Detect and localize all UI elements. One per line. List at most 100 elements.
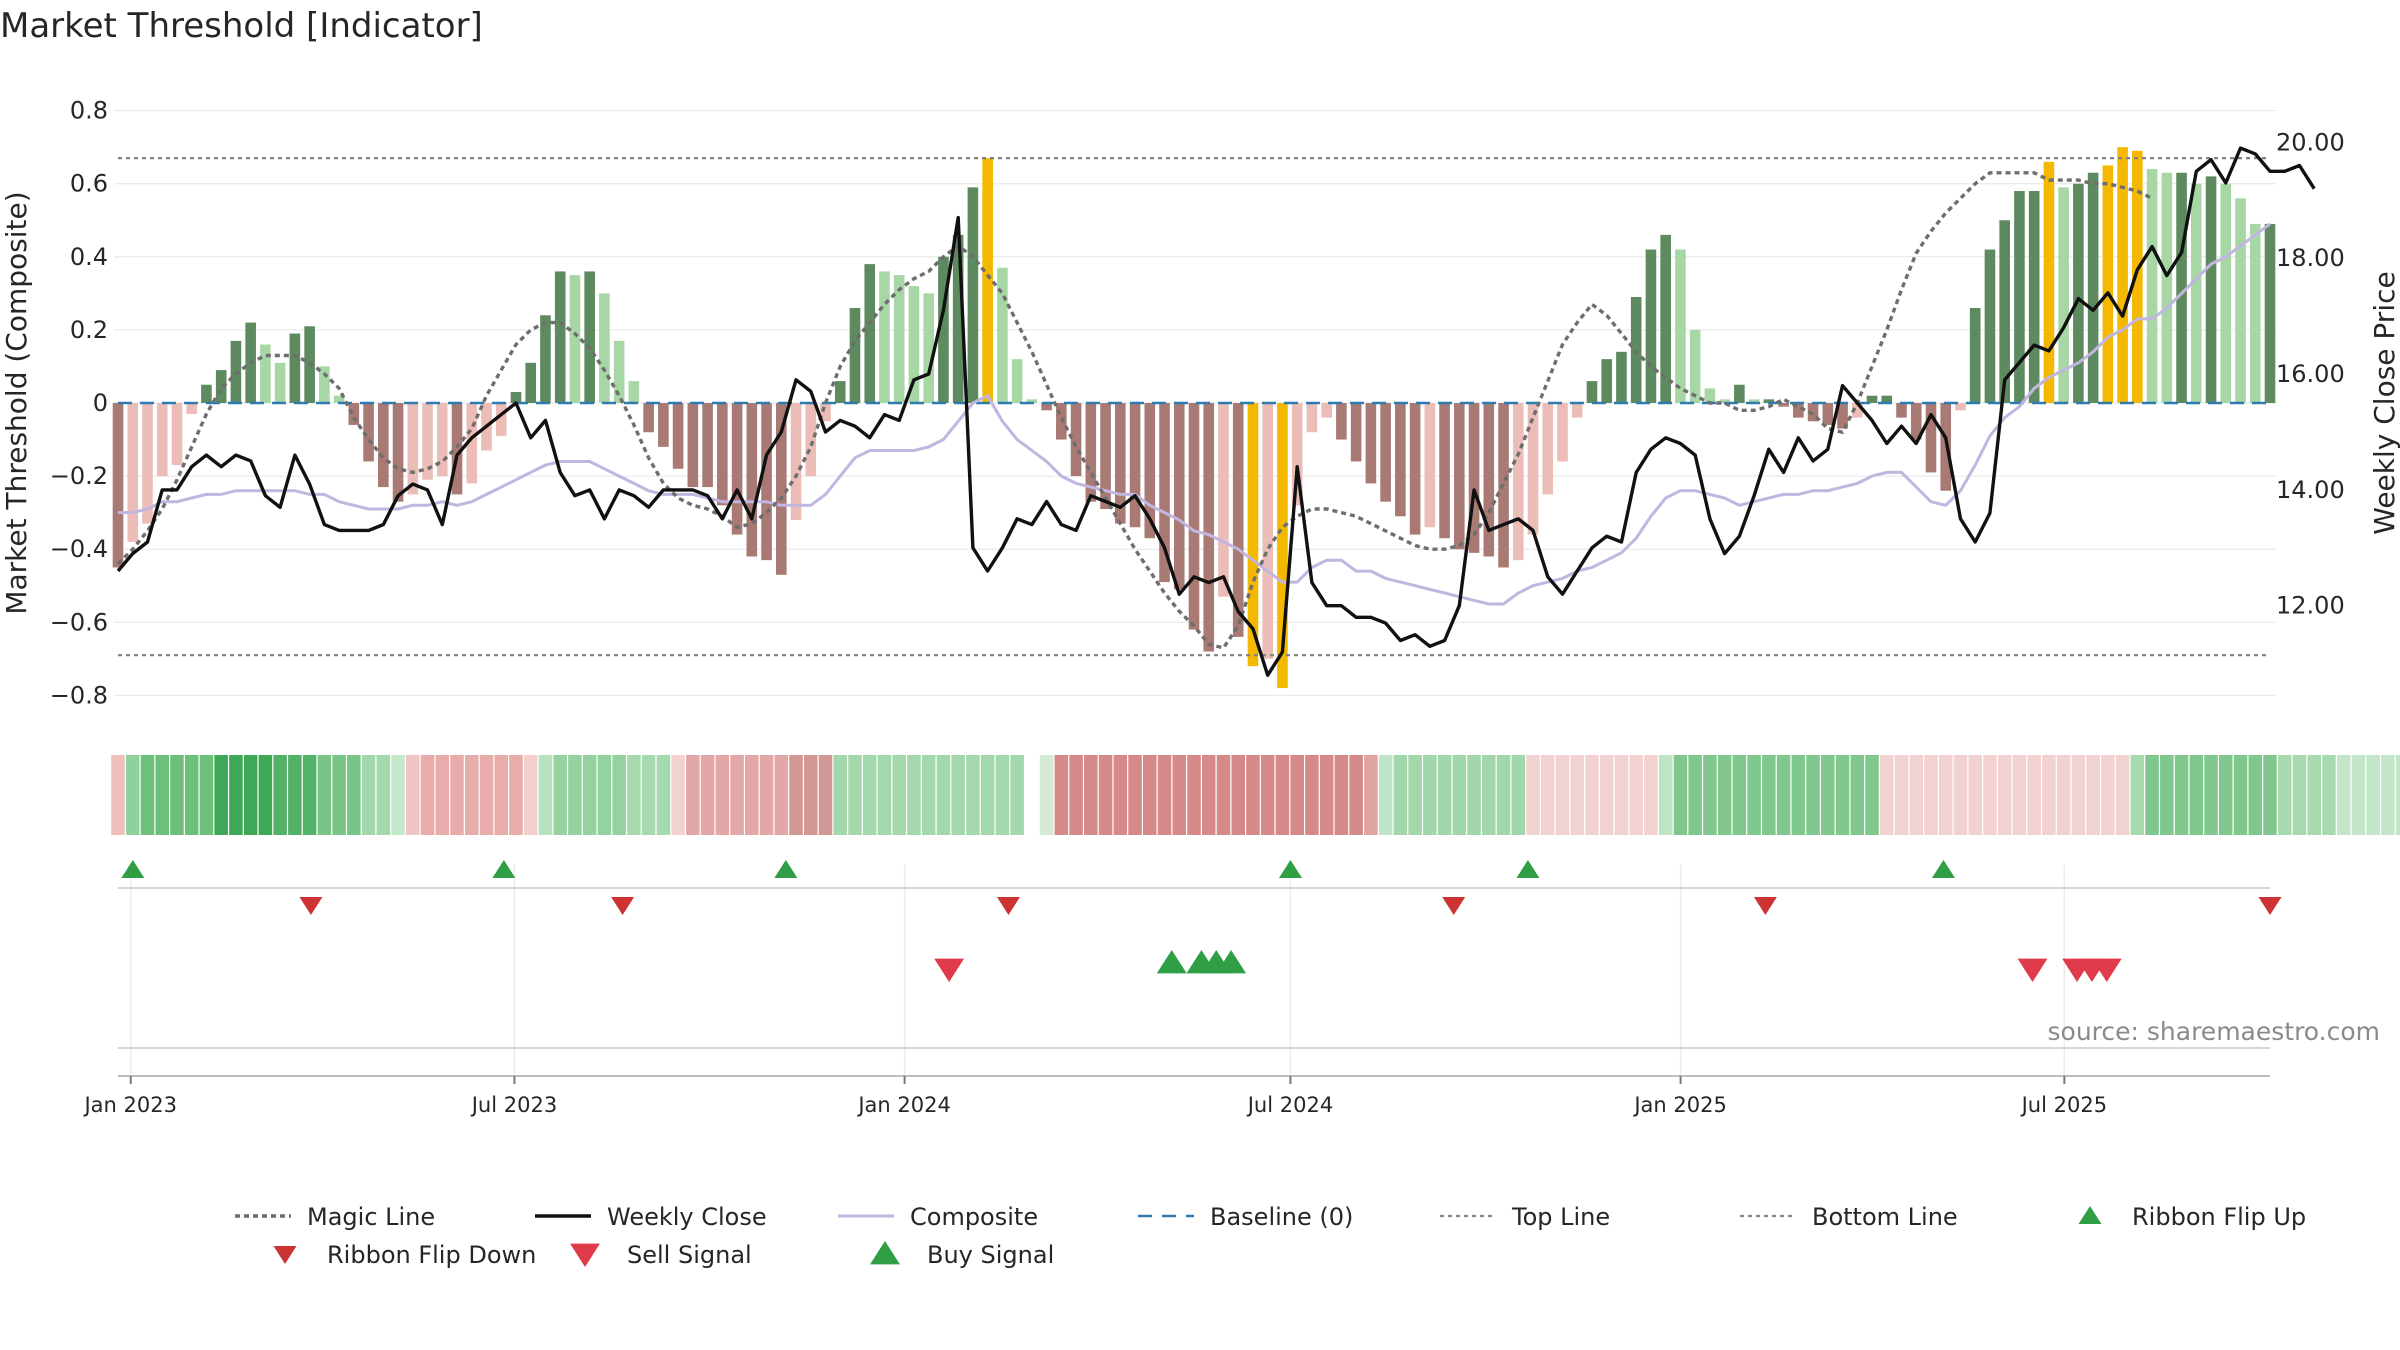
composite-bar [1763,399,1775,403]
ribbon-tile [686,755,700,835]
composite-bar [1734,384,1745,403]
legend-item-sell: Sell Signal [570,1241,752,1269]
legend-item-close: Weekly Close [535,1203,767,1231]
ribbon-tile [1644,755,1658,835]
ribbon-flip-down-marker [611,897,635,915]
ribbon-tile [1216,755,1231,835]
ribbon-tile [347,755,361,835]
ribbon-tile [1762,755,1776,835]
composite-bar [422,403,433,480]
x-tick-label: Jan 2023 [82,1093,177,1117]
ribbon-tile [745,755,759,835]
composite-bar [1100,403,1111,509]
ribbon-flip-down-marker [1442,897,1466,915]
ribbon-tile [155,755,169,835]
right-tick-label: 16.00 [2276,360,2345,388]
left-tick-label: 0.4 [70,243,108,271]
ribbon-tile [2336,755,2351,835]
ribbon-tile [1732,755,1747,835]
ribbon-tile [1143,755,1157,835]
composite-bar [1881,395,1893,403]
composite-bar [982,158,993,403]
composite-bar [761,403,772,561]
composite-bar [849,307,861,403]
composite-bar [2117,147,2128,403]
ribbon-tile [818,755,833,835]
left-axis-label: Market Threshold (Composite) [0,191,33,614]
ribbon-tile [1924,755,1938,835]
reference-lines [118,157,2270,657]
composite-bar [407,403,419,495]
signal-markers [118,860,2282,1080]
left-tick-label: −0.4 [50,535,108,563]
ribbon-tile [1069,755,1083,835]
ribbon-tile [597,755,612,835]
ribbon-tile [184,755,199,835]
composite-bar [112,403,124,568]
composite-bar [2146,169,2158,403]
ribbon-tile [214,755,228,835]
composite-bar [628,381,640,403]
magic-line [116,171,2153,650]
ribbon-tile [1968,755,1982,835]
ribbon-tile [833,755,848,835]
composite-bar [820,403,831,422]
composite-bar [1851,403,1863,418]
legend-item-buy: Buy Signal [870,1241,1054,1269]
composite-bar [938,256,949,403]
ribbon-tile [759,755,774,835]
composite-bar [1247,403,1259,667]
ribbon-tile [1334,755,1349,835]
composite-bar [584,271,595,403]
left-tick-label: −0.2 [50,462,108,490]
ribbon-flip-down-marker [299,897,323,915]
ribbon-tile [317,755,332,835]
ribbon-tile [1290,755,1304,835]
ribbon-tile [125,755,140,835]
ribbon-tile [1496,755,1511,835]
composite-bar [1689,329,1701,403]
ribbon-tile [862,755,877,835]
ribbon-tile [568,755,582,835]
ribbon-tile [1319,755,1334,835]
ribbon-tile [1010,755,1024,835]
legend-swatch-flipdown [273,1246,297,1264]
composite-bar [1483,403,1495,557]
composite-bar [1365,403,1377,484]
ribbon-tile [1673,755,1688,835]
composite-bar [1586,381,1598,403]
composite-bar [1026,399,1038,403]
ribbon-tile [2042,755,2056,835]
ribbon-tile [2101,755,2115,835]
composite-bar [1144,403,1156,539]
ribbon-tile [951,755,965,835]
legend-label-buy: Buy Signal [927,1241,1054,1269]
ribbon-flip-down-marker [2258,897,2282,915]
ribbon-tile [907,755,921,835]
ribbon-tile [1025,755,1039,835]
ribbon-tile [494,755,509,835]
ribbon-tile [627,755,641,835]
ribbon-tile [140,755,155,835]
x-tick-label: Jan 2024 [856,1093,951,1117]
ribbon-tile [1349,755,1363,835]
legend-swatch-buy [870,1241,900,1265]
composite-bar [643,403,654,433]
ribbon-tile [1821,755,1835,835]
legend-item-composite: Composite [838,1203,1038,1231]
legend-item-baseline: Baseline (0) [1138,1203,1353,1231]
buy-signal-marker [1216,950,1247,974]
ribbon-tile [1835,755,1850,835]
composite-bar [879,271,890,403]
composite-bar [908,286,920,403]
composite-bar [1454,403,1465,550]
ribbon-tile [258,755,273,835]
ribbon-tile [553,755,567,835]
composite-bar [540,315,551,403]
composite-bar [1719,399,1730,403]
composite-bar [687,403,699,488]
ribbon-tile [288,755,302,835]
ribbon-tile [479,755,494,835]
ribbon-tile [523,755,538,835]
